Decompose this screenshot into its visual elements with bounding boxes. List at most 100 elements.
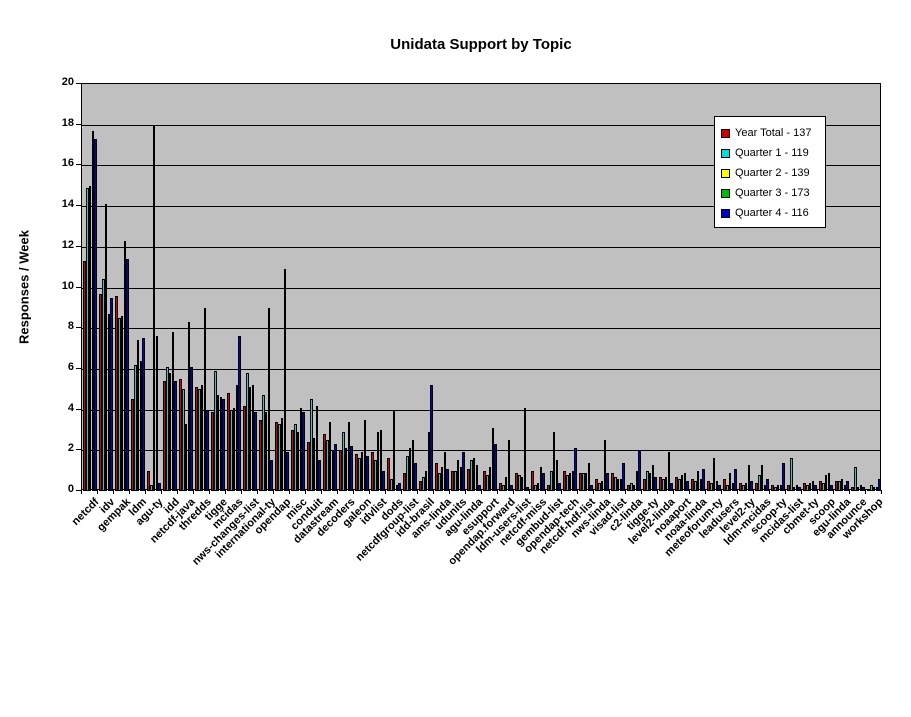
bar-decoders-s1 xyxy=(341,431,345,491)
bar-meteoforum-ty-s0 xyxy=(706,480,710,491)
bar-esupport-s3 xyxy=(491,427,495,491)
bar-gempak-s3 xyxy=(123,240,127,491)
x-tick-mark xyxy=(689,490,690,494)
bar-idd-brasil-s2 xyxy=(424,470,428,491)
bar-netcdf-miss-s1 xyxy=(533,484,537,491)
y-tick-mark xyxy=(76,286,81,288)
bar-thredds-s3 xyxy=(203,307,207,491)
x-tick-mark xyxy=(273,490,274,494)
x-tick-mark xyxy=(241,490,242,494)
legend: Year Total - 137 Quarter 1 - 119 Quarter 2… xyxy=(714,116,826,228)
bar-agu-linda-s4 xyxy=(478,484,482,491)
gridline-12 xyxy=(82,246,880,248)
bar-thredds-s2 xyxy=(200,385,204,491)
bar-ldm-users-list-s2 xyxy=(520,476,524,491)
bar-netcdf-s2 xyxy=(88,185,92,491)
gridline-6 xyxy=(82,368,880,370)
bar-conduit-s0 xyxy=(306,442,310,491)
bar-netcdf-java-s4 xyxy=(190,366,194,491)
bar-idd-s3 xyxy=(171,332,175,491)
legend-item-3: Quarter 3 - 173 xyxy=(721,183,820,203)
bar-ldm-mcidas-s1 xyxy=(757,474,761,491)
y-tick-mark xyxy=(76,490,81,491)
bar-opendap.forward-s4 xyxy=(510,484,514,491)
bar-netcdf-hdf-list-s1 xyxy=(581,472,585,491)
y-tick-mark xyxy=(76,327,81,329)
bar-international-ty-s0 xyxy=(258,419,262,491)
legend-swatch-icon xyxy=(721,128,730,138)
bar-galeon-s0 xyxy=(354,454,358,491)
bar-workshop-s1 xyxy=(869,484,873,491)
bar-dods-s2 xyxy=(392,409,396,491)
bar-esupport-s4 xyxy=(494,444,498,491)
bar-netcdf-s4 xyxy=(94,138,98,491)
legend-item-0: Year Total - 137 xyxy=(721,123,820,143)
bar-tigge-s3 xyxy=(219,397,223,491)
bar-gempak-s0 xyxy=(114,295,118,491)
bar-netcdf-s3 xyxy=(91,130,95,491)
bar-nws-linda-s3 xyxy=(603,440,607,491)
y-tick-label-16: 16 xyxy=(61,157,74,170)
bar-egu-linda-s1 xyxy=(837,480,841,491)
gridline-4 xyxy=(82,409,880,411)
x-tick-mark xyxy=(433,490,434,494)
bar-noaa-linda-s2 xyxy=(696,470,700,491)
x-tick-mark xyxy=(865,490,866,494)
bar-mcidas-s3 xyxy=(235,385,239,491)
bar-opendap-tech-s0 xyxy=(562,470,566,491)
bar-netcdf-hdf-list-s4 xyxy=(590,484,594,491)
x-tick-mark xyxy=(529,490,530,494)
x-tick-mark xyxy=(177,490,178,494)
bar-datastream-s2 xyxy=(328,421,332,491)
bar-tigge-ty-s4 xyxy=(654,476,658,491)
bar-leadusers-s2 xyxy=(728,472,732,491)
bar-netcdfgroup-list-s4 xyxy=(414,462,418,491)
bar-scoop-s1 xyxy=(821,482,825,491)
bar-tigge-ty-s2 xyxy=(648,472,652,491)
bar-tigge-s1 xyxy=(213,370,217,491)
bar-agu-ty-s0 xyxy=(146,470,150,491)
bar-noaaport-s1 xyxy=(677,478,681,491)
bar-opendap-s0 xyxy=(274,421,278,491)
bar-workshop-s0 xyxy=(866,488,870,491)
bar-opendap-tech-s3 xyxy=(571,470,575,491)
bar-ldm-s0 xyxy=(130,399,134,491)
bar-international-ty-s2 xyxy=(264,411,268,491)
bar-ldm-s2 xyxy=(136,340,140,491)
x-tick-mark xyxy=(161,490,162,494)
bar-idv-s4 xyxy=(110,297,114,491)
bar-idd-brasil-s0 xyxy=(418,480,422,491)
bar-datastream-s3 xyxy=(331,450,335,491)
bar-international-ty-s1 xyxy=(261,395,265,491)
bar-idvlist-s0 xyxy=(370,452,374,491)
bar-esupport-s1 xyxy=(485,474,489,491)
x-tick-mark xyxy=(465,490,466,494)
bar-misc-s3 xyxy=(299,407,303,491)
bar-ldm-users-list-s3 xyxy=(523,407,527,491)
bar-mcidas-list-s2 xyxy=(792,486,796,491)
y-tick-label-2: 2 xyxy=(67,442,74,455)
bar-level2-ty-s0 xyxy=(738,482,742,491)
bar-agu-ty-s1 xyxy=(149,484,153,491)
bar-workshop-s4 xyxy=(878,478,882,491)
bar-netcdf-java-s0 xyxy=(178,379,182,491)
bar-visad-list-s4 xyxy=(622,462,626,491)
gridline-2 xyxy=(82,450,880,452)
bar-galeon-s2 xyxy=(360,452,364,491)
bar-leadusers-s1 xyxy=(725,484,729,491)
bar-egu-linda-s2 xyxy=(840,478,844,491)
bar-opendap-tech-s1 xyxy=(565,474,569,491)
bar-workshop-s3 xyxy=(875,486,879,491)
x-tick-mark xyxy=(801,490,802,494)
bar-announce-s3 xyxy=(859,484,863,491)
bar-conduit-s3 xyxy=(315,405,319,491)
bar-cbmet-ty-s4 xyxy=(814,484,818,491)
bar-tigge-ty-s3 xyxy=(651,464,655,491)
bar-misc-s0 xyxy=(290,429,294,491)
y-tick-mark xyxy=(76,367,81,369)
bar-gembud-list-s2 xyxy=(552,431,556,491)
bar-meteoforum-ty-s1 xyxy=(709,482,713,491)
x-tick-mark xyxy=(481,490,482,494)
bar-mcidas-s4 xyxy=(238,336,242,491)
bar-agu-ty-s2 xyxy=(152,124,156,491)
